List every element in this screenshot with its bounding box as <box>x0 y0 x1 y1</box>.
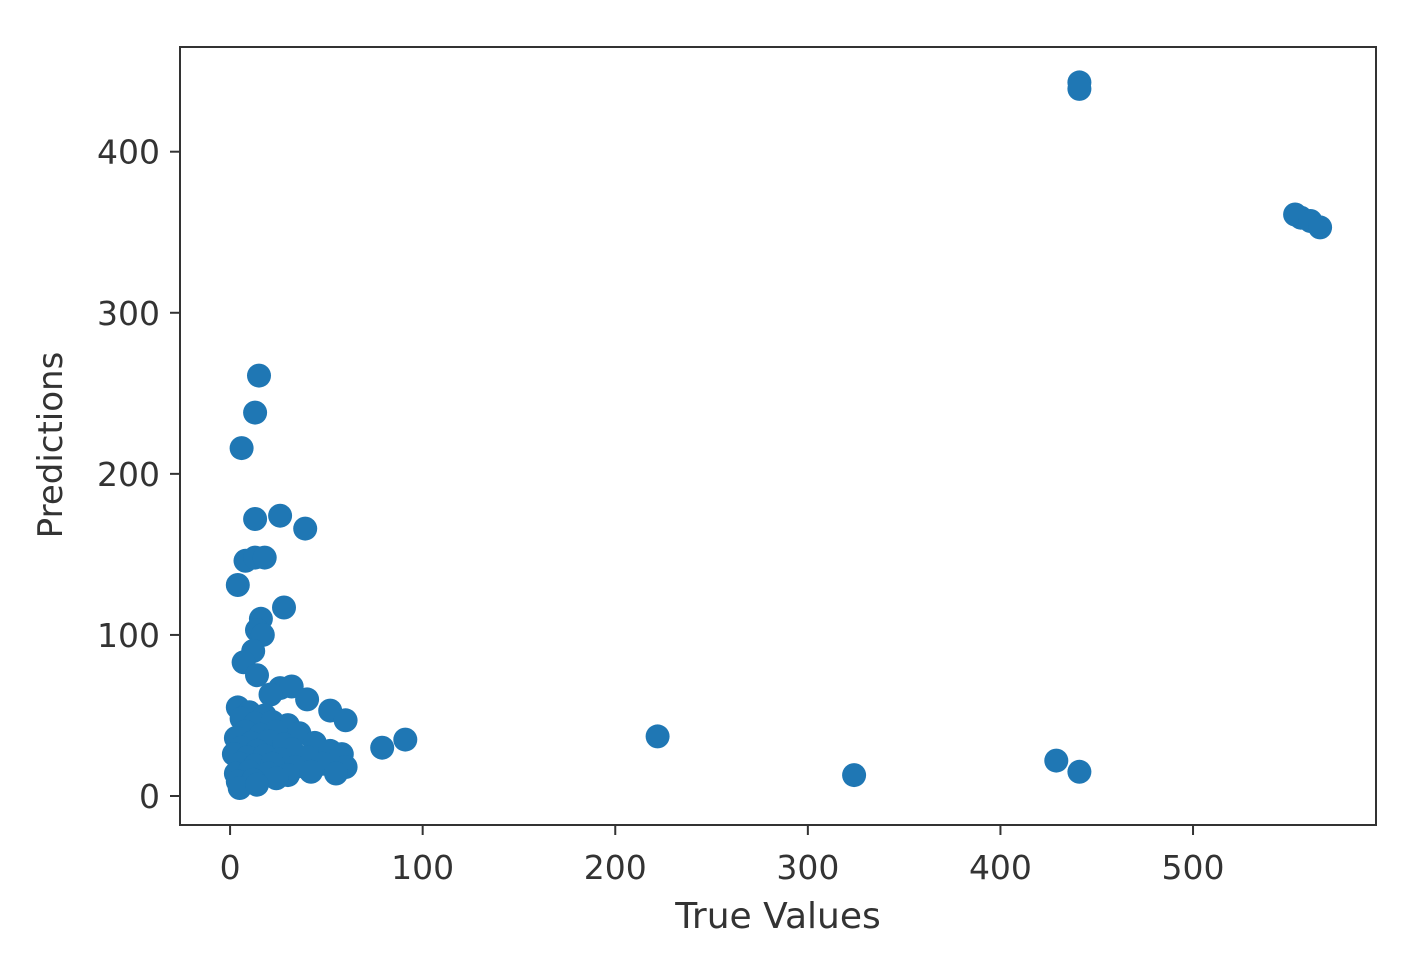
scatter-point <box>1308 215 1333 240</box>
scatter-point <box>1067 759 1092 784</box>
x-tick-label: 0 <box>220 848 241 887</box>
scatter-point <box>393 727 418 752</box>
scatter-point <box>645 724 670 749</box>
y-tick-label: 300 <box>97 294 160 333</box>
scatter-point <box>258 682 283 707</box>
y-tick-label: 0 <box>139 777 160 816</box>
scatter-point <box>370 735 395 760</box>
scatter-point <box>247 363 271 388</box>
x-tick-label: 400 <box>969 848 1032 887</box>
y-tick-label: 100 <box>97 616 160 655</box>
y-axis: 0 100 200 300 400 <box>97 133 180 816</box>
y-axis-label: Predictions <box>31 352 71 539</box>
scatter-point <box>295 687 320 712</box>
scatter-point <box>243 507 268 531</box>
x-axis-label: True Values <box>674 896 881 937</box>
scatter-point <box>245 772 269 797</box>
scatter-point <box>1067 76 1092 101</box>
points-layer <box>221 70 1333 800</box>
x-axis: 0 100 200 300 400 500 <box>220 825 1225 887</box>
x-tick-label: 500 <box>1162 848 1225 887</box>
scatter-point <box>324 761 348 786</box>
scatter-point <box>333 708 358 733</box>
scatter-point <box>293 516 318 541</box>
x-tick-label: 200 <box>584 848 647 887</box>
x-tick-label: 100 <box>391 848 454 887</box>
y-tick-label: 200 <box>97 455 160 494</box>
scatter-point <box>225 573 250 597</box>
scatter-point <box>245 663 269 688</box>
scatter-point <box>272 595 296 620</box>
x-tick-label: 300 <box>776 848 839 887</box>
plot-frame <box>179 46 1377 826</box>
scatter-point <box>264 766 289 791</box>
scatter-point <box>252 545 277 570</box>
scatter-point <box>268 503 293 528</box>
scatter-point <box>243 400 268 425</box>
scatter-point <box>229 436 254 461</box>
scatter-point <box>842 763 867 788</box>
scatter-point <box>1044 748 1069 773</box>
scatter-point <box>299 759 323 784</box>
y-tick-label: 400 <box>97 133 160 172</box>
